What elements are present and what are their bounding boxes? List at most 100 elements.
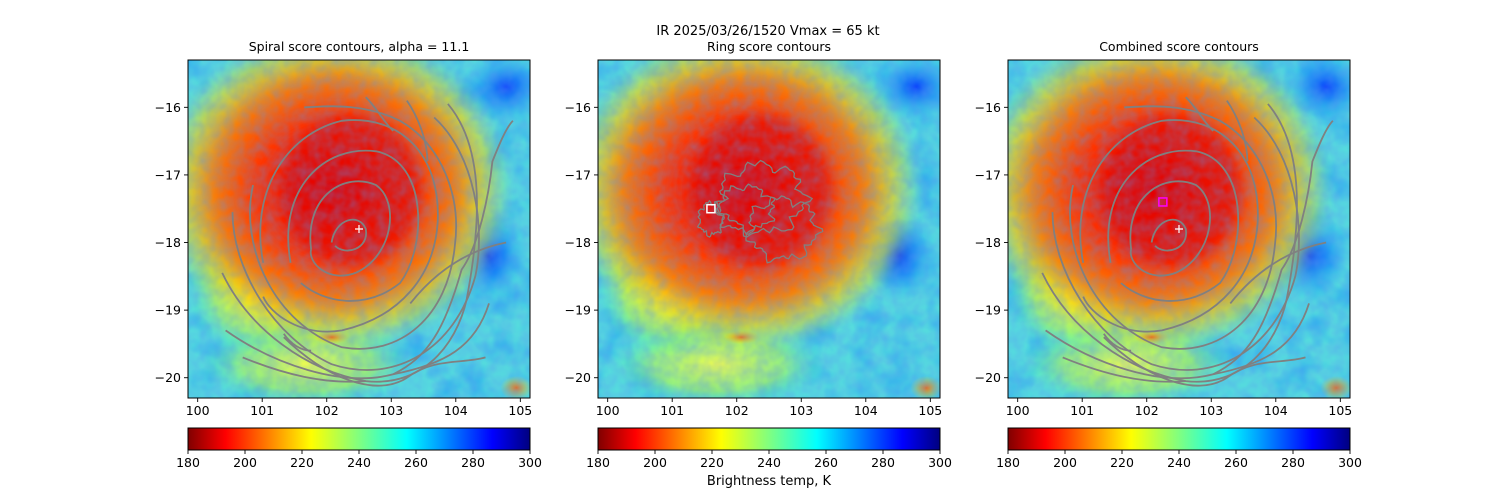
x-tick-label: 102 — [1135, 403, 1159, 418]
axes-frame — [187, 59, 531, 399]
spiral-contour-line — [409, 241, 507, 304]
spiral-contour-line — [283, 333, 312, 352]
y-tick-label: −18 — [155, 235, 181, 250]
colorbar-tick-label: 180 — [176, 455, 200, 470]
x-tick-label: 100 — [186, 403, 210, 418]
y-tick-label: −16 — [155, 100, 181, 115]
x-tick-label: 105 — [1328, 403, 1352, 418]
satellite-image-2 — [598, 60, 940, 398]
colorbar-tick-label: 280 — [871, 455, 895, 470]
colorbar-tick-label: 240 — [1167, 455, 1191, 470]
panel-3: Combined score contours 100 101 102 103 104 10… — [975, 39, 1362, 470]
center-estimate-plus-marker — [355, 225, 363, 233]
contour-overlay-2 — [696, 159, 824, 264]
spiral-contour-line — [1226, 100, 1249, 162]
spiral-contour-line — [1051, 116, 1300, 371]
colorbar-tick-label: 200 — [233, 455, 257, 470]
x-tick-label: 101 — [660, 403, 684, 418]
panel-title: Ring score contours — [707, 39, 831, 54]
colorbar-tick-label: 260 — [1224, 455, 1248, 470]
spiral-contour-line — [1150, 218, 1187, 252]
y-tick-label: −20 — [565, 370, 591, 385]
y-tick-label: −17 — [565, 167, 591, 182]
colorbar-tick-label: 200 — [643, 455, 667, 470]
spiral-contour-line — [1129, 180, 1211, 277]
y-tick-label: −16 — [565, 100, 591, 115]
x-tick-label: 104 — [1264, 403, 1288, 418]
ring-contour-line — [745, 195, 824, 264]
texture-noise — [598, 60, 940, 398]
spiral-contour-line — [1229, 241, 1327, 304]
colorbar-tick-label: 220 — [1110, 455, 1134, 470]
spiral-contour-line — [1045, 303, 1310, 380]
x-tick-label: 102 — [725, 403, 749, 418]
y-tick-label: −19 — [565, 303, 591, 318]
colorbar-tick-label: 180 — [586, 455, 610, 470]
colorbar-tick-label: 180 — [996, 455, 1020, 470]
x-tick-label: 100 — [596, 403, 620, 418]
colorbar-tick-label: 300 — [928, 455, 952, 470]
spiral-contour-line — [259, 119, 439, 333]
x-tick-label: 103 — [379, 403, 403, 418]
y-tick-label: −16 — [975, 100, 1001, 115]
y-tick-label: −19 — [155, 303, 181, 318]
x-tick-label: 104 — [854, 403, 878, 418]
y-tick-label: −19 — [975, 303, 1001, 318]
ring-contour-line — [696, 199, 725, 238]
colorbar-label: Brightness temp, K — [707, 474, 832, 489]
contour-overlay-3 — [1041, 96, 1334, 387]
colorbar-tick-label: 260 — [814, 455, 838, 470]
spiral-contour-line — [221, 103, 478, 383]
colorbar-tick-label: 300 — [1338, 455, 1362, 470]
panel-1: Spiral score contours, alpha = 11.1 100 10… — [155, 39, 542, 470]
figure-suptitle: IR 2025/03/26/1520 Vmax = 65 kt — [656, 24, 879, 39]
ring-contour-line — [713, 183, 776, 235]
colorbar — [187, 427, 531, 451]
colorbar — [1007, 427, 1351, 451]
spiral-contour-line — [231, 116, 480, 371]
spiral-contour-line — [1107, 149, 1240, 302]
x-tick-label: 101 — [250, 403, 274, 418]
spiral-contour-line — [309, 180, 391, 277]
colorbar-tick-label: 280 — [1281, 455, 1305, 470]
x-tick-label: 103 — [789, 403, 813, 418]
y-tick-label: −20 — [975, 370, 1001, 385]
spiral-contour-line — [283, 336, 486, 387]
x-tick-label: 101 — [1070, 403, 1094, 418]
colorbar-tick-label: 220 — [290, 455, 314, 470]
colorbar — [597, 427, 941, 451]
x-tick-label: 103 — [1199, 403, 1223, 418]
y-tick-label: −17 — [155, 167, 181, 182]
colorbar-tick-label: 240 — [347, 455, 371, 470]
spiral-contour-line — [330, 218, 367, 252]
y-tick-label: −17 — [975, 167, 1001, 182]
y-tick-label: −18 — [975, 235, 1001, 250]
spiral-contour-line — [406, 100, 429, 162]
colorbar-tick-label: 280 — [461, 455, 485, 470]
colorbar-tick-label: 220 — [700, 455, 724, 470]
panel-2: Ring score contours 100 101 102 103 104 105 −16… — [565, 39, 952, 470]
spiral-contour-line — [1103, 333, 1132, 352]
spiral-contour-line — [287, 149, 420, 302]
best-fit-square-marker — [706, 203, 716, 214]
spiral-contour-line — [1212, 120, 1334, 376]
spiral-contour-line — [392, 120, 514, 376]
panel-title: Combined score contours — [1099, 39, 1259, 54]
spiral-contour-line — [1103, 336, 1306, 387]
ring-contour-line — [715, 159, 814, 238]
x-tick-label: 105 — [918, 403, 942, 418]
best-fit-square-marker — [1158, 197, 1168, 207]
contour-overlay-1 — [221, 96, 514, 387]
spiral-contour-line — [225, 303, 490, 380]
x-tick-label: 105 — [508, 403, 532, 418]
spiral-contour-line — [365, 96, 394, 132]
spiral-contour-line — [1079, 119, 1259, 333]
colorbar-tick-label: 240 — [757, 455, 781, 470]
colorbar-tick-label: 260 — [404, 455, 428, 470]
axes-frame — [1007, 59, 1351, 399]
y-tick-label: −20 — [155, 370, 181, 385]
x-tick-label: 102 — [315, 403, 339, 418]
spiral-contour-line — [1185, 96, 1214, 132]
panel-title: Spiral score contours, alpha = 11.1 — [249, 39, 470, 54]
